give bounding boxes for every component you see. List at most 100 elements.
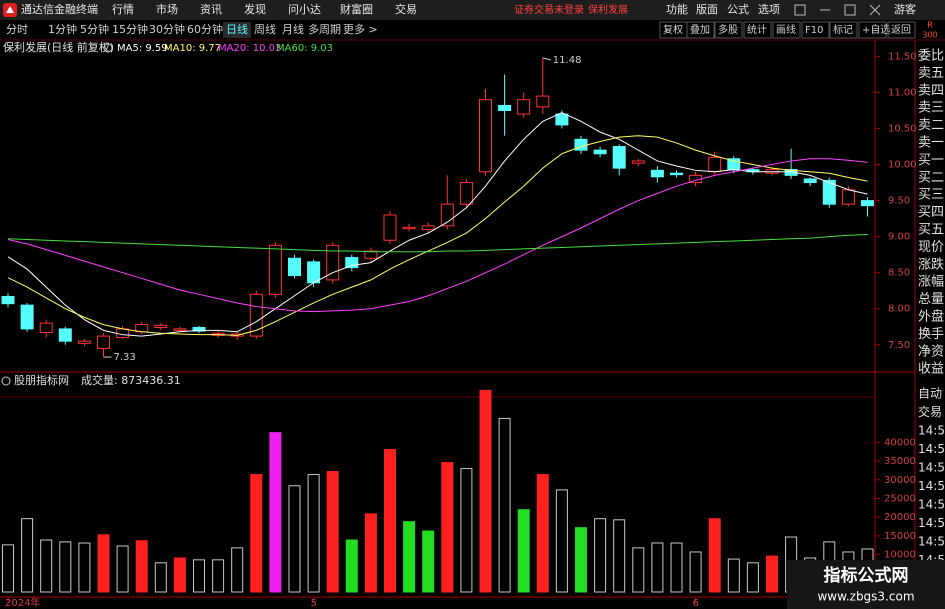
volume-bar — [345, 539, 358, 593]
trade-label: 14:56 — [918, 424, 945, 438]
chart-title: 保利发展(日线 前复权) — [3, 40, 114, 54]
volume-bar — [517, 509, 530, 593]
candle-body — [459, 182, 473, 205]
candle-body — [20, 304, 34, 330]
period-tab-active — [223, 22, 251, 38]
trade-label[interactable]: 自动 — [918, 387, 942, 401]
candle-body — [421, 225, 435, 230]
volume-bar — [536, 474, 549, 593]
y-tick-label: 7.50 — [888, 340, 910, 351]
tool-button[interactable]: 画线 — [776, 23, 796, 36]
quote-label: 卖一 — [918, 136, 944, 151]
tool-button[interactable]: 统计 — [747, 23, 767, 36]
menu-item[interactable]: 公式 — [727, 3, 749, 16]
period-tab[interactable]: 15分钟 — [112, 22, 148, 36]
quote-label: 涨跌 — [918, 256, 944, 272]
chart-title: 股朋指标网 — [14, 373, 69, 387]
period-tab[interactable]: 30分钟 — [149, 22, 185, 36]
volume-bar — [193, 559, 205, 593]
menu-item[interactable]: 发现 — [244, 2, 266, 16]
badge-sub: 300 — [922, 31, 937, 40]
candle-body — [822, 179, 836, 205]
candle-body — [173, 328, 187, 331]
tool-button[interactable]: +自选 — [862, 23, 890, 36]
menu-item[interactable]: 选项 — [758, 3, 780, 16]
tool-button[interactable]: 复权 — [663, 23, 683, 36]
trade-label[interactable]: 交易 — [918, 404, 942, 419]
menu-item[interactable]: 市场 — [156, 2, 178, 16]
y-tick-label: 25000 — [884, 493, 916, 504]
trade-label: 14:56 — [918, 516, 945, 530]
volume-bar — [670, 542, 683, 593]
candle-body — [498, 104, 512, 111]
menu-item[interactable]: 行情 — [112, 3, 134, 16]
period-tab[interactable]: 分时 — [6, 23, 28, 36]
volume-bar — [422, 530, 435, 593]
candle-body — [383, 214, 397, 241]
volume-bar — [59, 541, 72, 593]
window-button[interactable] — [794, 4, 806, 16]
ma-line — [7, 158, 868, 313]
candle-body — [77, 340, 91, 344]
menu-item[interactable]: 财富圈 — [340, 2, 373, 16]
period-tab[interactable]: 日线 — [226, 22, 248, 36]
watermark-url: www.zbgs3.com — [817, 590, 914, 604]
quote-label: 外盘 — [918, 309, 944, 325]
period-tab[interactable]: 月线 — [282, 22, 304, 36]
menu-item[interactable]: 问小达 — [288, 3, 321, 16]
candle-body — [288, 257, 301, 277]
y-tick-label: 8.50 — [888, 268, 910, 279]
volume-bar — [21, 518, 34, 593]
quote-label: 委比 — [918, 49, 944, 64]
candle-body — [861, 200, 874, 207]
ma-line — [7, 233, 868, 253]
candle-body — [517, 99, 531, 115]
y-tick-label: 10000 — [884, 550, 916, 561]
trade-label: 14:56 — [918, 535, 945, 549]
close-button[interactable] — [869, 4, 881, 16]
menu-item[interactable]: 交易 — [395, 2, 417, 16]
menu-item[interactable]: 功能 — [666, 2, 688, 16]
volume-bar — [555, 489, 568, 593]
volume-bar — [364, 513, 377, 593]
candle-body — [670, 172, 683, 176]
legend-entry: MA5: 9.59 — [117, 43, 168, 54]
y-tick-label: 9.50 — [888, 196, 910, 207]
candle-body — [402, 226, 416, 230]
window-buttons[interactable] — [794, 4, 881, 16]
chart-subtitle: 成交量: 873436.31 — [81, 373, 181, 387]
y-tick-label: 11.00 — [888, 87, 917, 98]
maximize-button[interactable] — [844, 4, 856, 16]
y-tick-label: 35000 — [884, 456, 916, 467]
y-tick-label: 10.00 — [888, 160, 917, 171]
candle-body — [345, 257, 359, 269]
volume-bar — [766, 555, 778, 593]
candle-body — [650, 169, 664, 178]
legend-entry: MA20: 10.03 — [218, 43, 281, 54]
trade-label: 14:56 — [918, 479, 945, 493]
max-marker — [542, 57, 551, 61]
candle-body — [249, 293, 263, 337]
tool-button-frame — [887, 21, 916, 39]
tool-button[interactable]: 多股 — [718, 23, 738, 36]
volume-bar — [441, 462, 454, 593]
period-tab[interactable]: 周线 — [254, 22, 276, 36]
menu-item[interactable]: 资讯 — [200, 3, 222, 16]
volume-bar — [288, 485, 301, 593]
tool-button-frame — [714, 21, 743, 39]
app-name: 通达信金融终端 — [21, 2, 98, 16]
tool-button[interactable]: 叠加 — [690, 24, 710, 36]
period-tab[interactable]: 1分钟 — [48, 22, 77, 36]
menu-item[interactable]: 版面 — [696, 2, 718, 16]
period-tab[interactable]: 多周期 — [308, 22, 341, 36]
quote-label: 买三 — [918, 188, 944, 203]
candle-body — [192, 326, 206, 332]
user-name[interactable]: 游客 — [894, 2, 916, 16]
period-tab[interactable]: 60分钟 — [187, 22, 223, 36]
tool-button[interactable]: 返回 — [891, 24, 911, 36]
period-tab[interactable]: 5分钟 — [80, 22, 109, 36]
tool-button[interactable]: 标记 — [833, 24, 853, 36]
period-tab[interactable]: 更多 > — [343, 22, 378, 36]
x-tick-label: 2024年 — [5, 596, 40, 609]
tool-button[interactable]: F10 — [805, 25, 823, 36]
